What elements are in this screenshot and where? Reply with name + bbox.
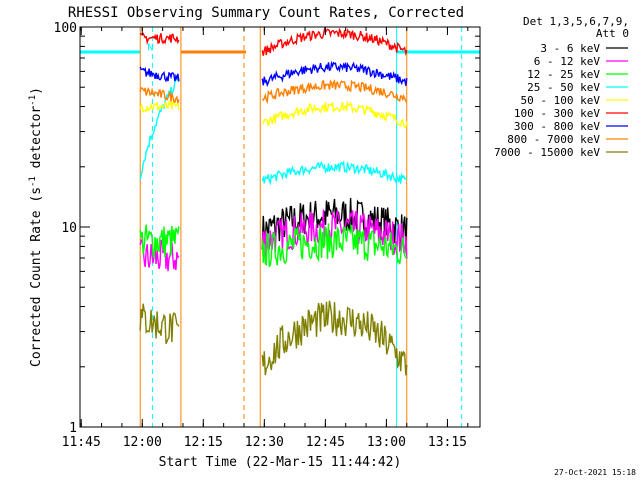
series-trace bbox=[139, 32, 180, 46]
x-tick-label: 13:00 bbox=[367, 435, 406, 450]
x-tick-label: 12:30 bbox=[245, 435, 284, 450]
series-trace bbox=[261, 79, 408, 105]
x-tick-label: 13:15 bbox=[428, 435, 467, 450]
series-1 bbox=[139, 209, 408, 272]
series-trace bbox=[262, 100, 408, 129]
footer-timestamp: 27-Oct-2021 15:18 bbox=[554, 468, 636, 477]
x-tick-label: 12:45 bbox=[306, 435, 345, 450]
y-tick-label: 100 bbox=[54, 21, 77, 36]
series-trace bbox=[261, 160, 408, 186]
legend-label: 800 - 7000 keV bbox=[507, 133, 600, 146]
series-4 bbox=[139, 99, 408, 129]
legend-label: 7000 - 15000 keV bbox=[494, 146, 600, 159]
series-trace bbox=[261, 26, 408, 57]
series-trace bbox=[139, 224, 180, 261]
x-axis-label: Start Time (22-Mar-15 11:44:42) bbox=[159, 455, 402, 470]
series-trace bbox=[261, 197, 408, 250]
series-2 bbox=[139, 223, 408, 268]
x-tick-label: 12:00 bbox=[123, 435, 162, 450]
x-tick-label: 11:45 bbox=[62, 435, 101, 450]
series-trace bbox=[139, 238, 180, 272]
series-trace bbox=[261, 300, 408, 376]
y-axis-label-sup1: -1 bbox=[28, 176, 38, 187]
y-axis-label: Corrected Count Rate (s-1 detector-1) bbox=[28, 87, 44, 367]
y-axis-label-main: Corrected Count Rate (s bbox=[29, 187, 44, 367]
y-axis-label-sup2: -1 bbox=[28, 95, 38, 106]
annotation-label: N bbox=[147, 42, 153, 53]
series-trace bbox=[139, 66, 180, 83]
y-axis: 1 10 100 bbox=[54, 21, 480, 436]
x-tick-label: 12:15 bbox=[184, 435, 223, 450]
legend-header: Att 0 bbox=[596, 27, 629, 40]
series-trace bbox=[261, 223, 408, 268]
series-layer bbox=[139, 26, 408, 376]
legend-label: 12 - 25 keV bbox=[527, 68, 600, 81]
series-8 bbox=[139, 300, 408, 376]
series-7 bbox=[139, 79, 408, 105]
legend-label: 3 - 6 keV bbox=[540, 42, 600, 55]
legend-label: 6 - 12 keV bbox=[534, 55, 601, 68]
series-trace bbox=[261, 60, 408, 88]
series-3 bbox=[139, 78, 408, 186]
legend-label: 100 - 300 keV bbox=[514, 107, 600, 120]
y-axis-label-mid: detector bbox=[29, 106, 44, 177]
x-axis: 11:45 12:00 12:15 12:30 12:45 13:00 13:15 bbox=[62, 27, 469, 450]
chart-title: RHESSI Observing Summary Count Rates, Co… bbox=[68, 5, 464, 21]
series-trace bbox=[139, 303, 180, 344]
legend-label: 50 - 100 keV bbox=[521, 94, 601, 107]
y-axis-label-end: ) bbox=[29, 87, 44, 95]
legend-label: 300 - 800 keV bbox=[514, 120, 600, 133]
y-tick-label: 10 bbox=[61, 221, 77, 236]
legend-header: Det 1,3,5,6,7,9, bbox=[523, 15, 629, 28]
series-0 bbox=[261, 197, 408, 250]
series-5 bbox=[139, 26, 408, 57]
series-6 bbox=[139, 60, 408, 88]
series-trace bbox=[261, 209, 408, 259]
legend-label: 25 - 50 keV bbox=[527, 81, 600, 94]
y-tick-label: 1 bbox=[69, 421, 77, 436]
series-trace bbox=[139, 86, 180, 104]
series-trace bbox=[139, 99, 180, 114]
